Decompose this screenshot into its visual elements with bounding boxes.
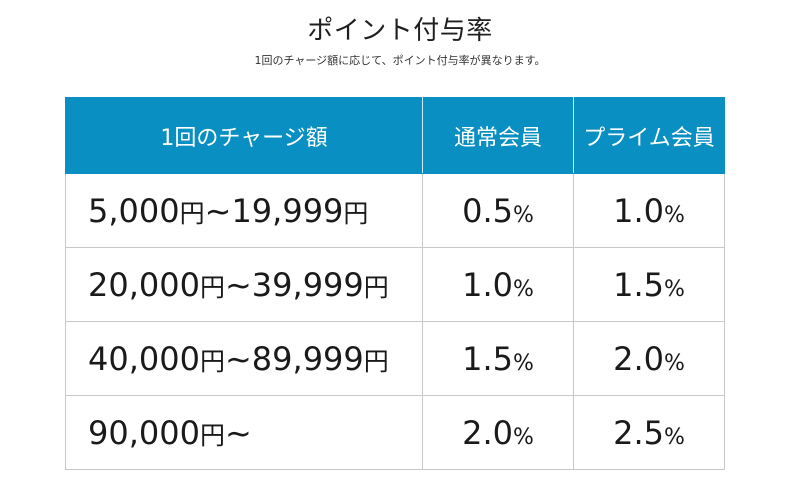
prime-rate-cell: 2.5% [573,395,725,470]
range-to: 39,999 [251,265,364,304]
charge-range-cell: 90,000円~ [65,395,423,470]
yen-unit: 円 [343,198,369,228]
table-row: 90,000円~ 2.0% 2.5% [65,395,725,470]
range-to: 89,999 [251,339,364,378]
yen-unit: 円 [199,272,225,302]
range-tilde: ~ [204,191,232,230]
percent-unit: % [663,350,685,376]
regular-rate-cell: 1.0% [422,247,574,322]
range-tilde: ~ [224,265,252,304]
yen-unit: 円 [363,346,389,376]
range-from: 40,000 [88,339,200,378]
percent-unit: % [512,350,534,376]
range-tilde: ~ [224,339,252,378]
table-row: 5,000円~19,999円 0.5% 1.0% [65,173,725,248]
percent-unit: % [663,424,685,450]
regular-rate-value: 0.5 [462,191,513,230]
percent-unit: % [512,276,534,302]
regular-rate-cell: 0.5% [422,173,574,248]
table-row: 20,000円~39,999円 1.0% 1.5% [65,247,725,322]
prime-rate-value: 1.5 [613,265,664,304]
header-prime-member: プライム会員 [573,97,725,174]
regular-rate-cell: 2.0% [422,395,574,470]
charge-range-cell: 5,000円~19,999円 [65,173,423,248]
prime-rate-cell: 1.0% [573,173,725,248]
yen-unit: 円 [199,346,225,376]
range-from: 90,000 [88,413,200,452]
page-subtitle: 1回のチャージ額に応じて、ポイント付与率が異なります。 [254,54,546,67]
percent-unit: % [512,202,534,228]
yen-unit: 円 [199,420,225,450]
charge-range-cell: 40,000円~89,999円 [65,321,423,396]
yen-unit: 円 [179,198,205,228]
charge-range-cell: 20,000円~39,999円 [65,247,423,322]
prime-rate-value: 2.0 [613,339,664,378]
percent-unit: % [663,202,685,228]
prime-rate-value: 1.0 [613,191,664,230]
yen-unit: 円 [363,272,389,302]
point-rate-table: 1回のチャージ額 通常会員 プライム会員 5,000円~19,999円 0.5%… [65,97,725,470]
prime-rate-cell: 1.5% [573,247,725,322]
prime-rate-value: 2.5 [613,413,664,452]
regular-rate-cell: 1.5% [422,321,574,396]
range-from: 5,000 [88,191,180,230]
table-header-row: 1回のチャージ額 通常会員 プライム会員 [65,97,725,174]
regular-rate-value: 1.5 [462,339,513,378]
regular-rate-value: 2.0 [462,413,513,452]
percent-unit: % [512,424,534,450]
range-to: 19,999 [231,191,344,230]
percent-unit: % [663,276,685,302]
range-tilde: ~ [224,413,252,452]
regular-rate-value: 1.0 [462,265,513,304]
header-charge-amount: 1回のチャージ額 [65,97,423,174]
prime-rate-cell: 2.0% [573,321,725,396]
header-regular-member: 通常会員 [422,97,574,174]
range-from: 20,000 [88,265,200,304]
table-row: 40,000円~89,999円 1.5% 2.0% [65,321,725,396]
page-title: ポイント付与率 [307,16,493,46]
